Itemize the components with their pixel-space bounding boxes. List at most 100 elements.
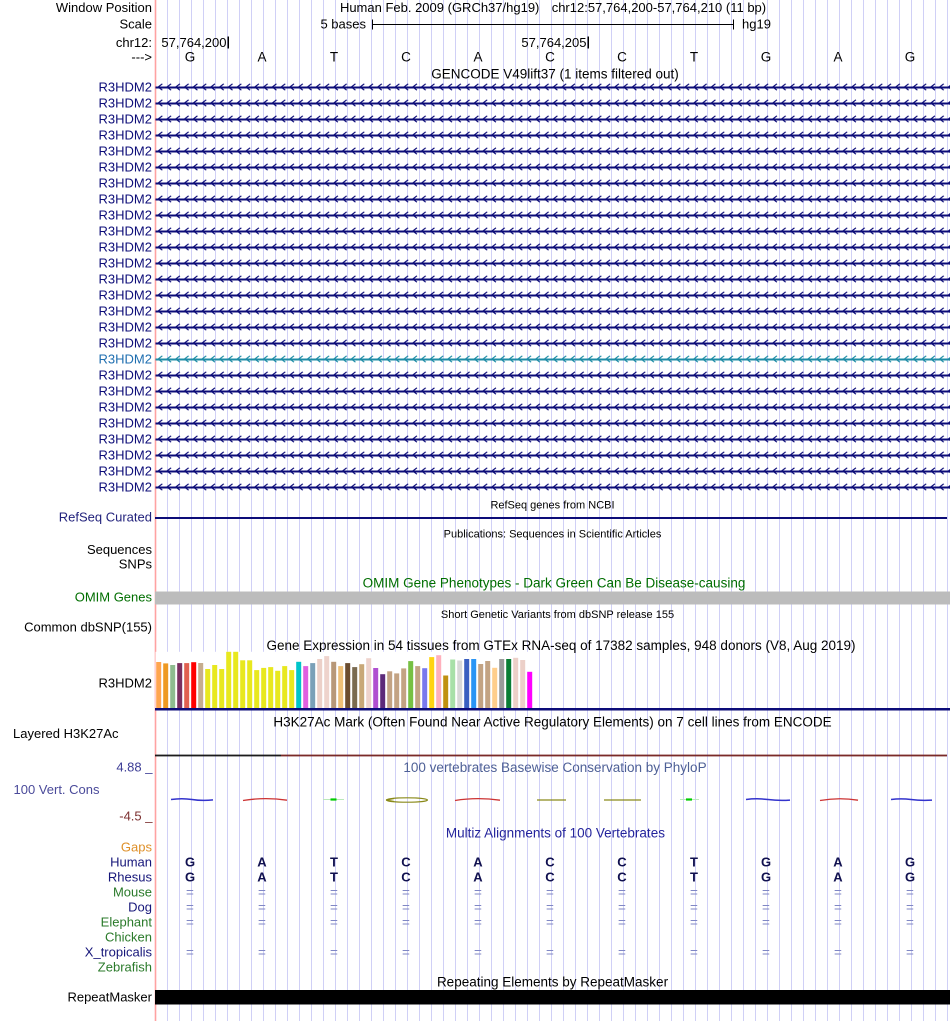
svg-text:C: C — [401, 870, 411, 885]
svg-text:R3HDM2: R3HDM2 — [99, 208, 152, 223]
svg-text:G: G — [905, 870, 915, 885]
svg-text:=: = — [186, 885, 194, 900]
svg-text:R3HDM2: R3HDM2 — [99, 224, 152, 239]
svg-text:Repeating Elements by RepeatMa: Repeating Elements by RepeatMasker — [437, 975, 669, 990]
svg-text:=: = — [402, 945, 410, 960]
svg-text:Chicken: Chicken — [105, 930, 152, 945]
svg-text:A: A — [833, 855, 843, 870]
svg-text:=: = — [618, 915, 626, 930]
svg-text:R3HDM2: R3HDM2 — [99, 96, 152, 111]
svg-text:R3HDM2: R3HDM2 — [99, 416, 152, 431]
svg-text:R3HDM2: R3HDM2 — [99, 384, 152, 399]
svg-text:C: C — [617, 50, 627, 65]
svg-text:T: T — [690, 870, 698, 885]
svg-text:Sequences: Sequences — [87, 542, 153, 557]
svg-text:RefSeq Curated: RefSeq Curated — [59, 510, 152, 525]
svg-text:chr12:57,764,200-57,764,210 (1: chr12:57,764,200-57,764,210 (11 bp) — [552, 0, 766, 15]
svg-text:A: A — [833, 50, 842, 65]
svg-text:A: A — [257, 855, 267, 870]
svg-text:SNPs: SNPs — [119, 557, 153, 572]
svg-text:5 bases: 5 bases — [320, 17, 366, 32]
svg-text:R3HDM2: R3HDM2 — [99, 400, 152, 415]
svg-text:C: C — [617, 870, 627, 885]
svg-text:R3HDM2: R3HDM2 — [99, 336, 152, 351]
svg-text:=: = — [690, 885, 698, 900]
svg-text:=: = — [618, 900, 626, 915]
svg-text:Gaps: Gaps — [121, 840, 153, 855]
svg-text:R3HDM2: R3HDM2 — [99, 112, 152, 127]
svg-text:C: C — [401, 50, 411, 65]
svg-text:=: = — [474, 885, 482, 900]
svg-text:Common dbSNP(155): Common dbSNP(155) — [24, 620, 152, 635]
svg-text:R3HDM2: R3HDM2 — [99, 176, 152, 191]
svg-text:A: A — [473, 855, 483, 870]
svg-text:4.88 _: 4.88 _ — [116, 759, 153, 774]
svg-text:R3HDM2: R3HDM2 — [99, 80, 152, 95]
svg-text:=: = — [690, 900, 698, 915]
svg-text:--->: ---> — [131, 50, 152, 65]
svg-text:=: = — [474, 945, 482, 960]
svg-text:A: A — [833, 870, 843, 885]
svg-text:R3HDM2: R3HDM2 — [99, 304, 152, 319]
svg-text:T: T — [330, 50, 338, 65]
svg-text:G: G — [761, 855, 771, 870]
svg-text:57,764,200: 57,764,200 — [161, 35, 226, 50]
svg-text:C: C — [545, 870, 555, 885]
svg-text:C: C — [545, 855, 555, 870]
svg-text:T: T — [690, 50, 698, 65]
svg-text:R3HDM2: R3HDM2 — [99, 464, 152, 479]
svg-text:R3HDM2: R3HDM2 — [99, 352, 152, 367]
svg-text:R3HDM2: R3HDM2 — [99, 320, 152, 335]
svg-text:=: = — [258, 885, 266, 900]
svg-text:OMIM Genes: OMIM Genes — [75, 590, 153, 605]
svg-text:R3HDM2: R3HDM2 — [99, 448, 152, 463]
svg-text:=: = — [690, 945, 698, 960]
svg-text:chr12:: chr12: — [116, 35, 152, 50]
svg-text:A: A — [473, 870, 483, 885]
svg-text:Dog: Dog — [128, 900, 152, 915]
svg-text:T: T — [330, 855, 338, 870]
svg-text:Elephant: Elephant — [101, 915, 153, 930]
svg-text:=: = — [762, 945, 770, 960]
svg-text:=: = — [402, 915, 410, 930]
svg-text:=: = — [474, 900, 482, 915]
svg-text:R3HDM2: R3HDM2 — [99, 368, 152, 383]
svg-text:A: A — [257, 50, 266, 65]
svg-text:C: C — [545, 50, 555, 65]
svg-text:T: T — [690, 855, 698, 870]
svg-text:=: = — [762, 915, 770, 930]
svg-text:=: = — [330, 945, 338, 960]
svg-text:=: = — [402, 885, 410, 900]
svg-text:R3HDM2: R3HDM2 — [99, 256, 152, 271]
svg-text:Rhesus: Rhesus — [108, 870, 153, 885]
svg-text:X_tropicalis: X_tropicalis — [85, 945, 153, 960]
svg-text:T: T — [330, 870, 338, 885]
svg-text:Human: Human — [110, 855, 152, 870]
svg-text:-4.5 _: -4.5 _ — [119, 808, 153, 823]
svg-text:=: = — [546, 945, 554, 960]
svg-text:100 vertebrates Basewise Conse: 100 vertebrates Basewise Conservation by… — [403, 760, 706, 775]
svg-text:=: = — [762, 885, 770, 900]
svg-text:C: C — [401, 855, 411, 870]
svg-text:R3HDM2: R3HDM2 — [99, 128, 152, 143]
svg-text:=: = — [330, 900, 338, 915]
svg-text:=: = — [330, 885, 338, 900]
svg-text:C: C — [617, 855, 627, 870]
svg-text:Zebrafish: Zebrafish — [98, 960, 152, 975]
svg-text:=: = — [906, 900, 914, 915]
svg-text:=: = — [258, 915, 266, 930]
svg-text:hg19: hg19 — [742, 17, 771, 32]
svg-text:R3HDM2: R3HDM2 — [99, 192, 152, 207]
svg-text:H3K27Ac Mark (Often Found Near: H3K27Ac Mark (Often Found Near Active Re… — [273, 715, 831, 730]
svg-text:G: G — [905, 855, 915, 870]
svg-text:R3HDM2: R3HDM2 — [99, 676, 152, 691]
svg-text:=: = — [258, 900, 266, 915]
svg-text:R3HDM2: R3HDM2 — [99, 480, 152, 495]
svg-text:Gene Expression in 54 tissues: Gene Expression in 54 tissues from GTEx … — [266, 638, 855, 653]
svg-text:Human Feb. 2009 (GRCh37/hg19): Human Feb. 2009 (GRCh37/hg19) — [340, 0, 539, 15]
svg-text:=: = — [690, 915, 698, 930]
svg-text:=: = — [618, 945, 626, 960]
svg-text:G: G — [905, 50, 916, 65]
svg-text:G: G — [185, 870, 195, 885]
svg-text:G: G — [761, 50, 772, 65]
